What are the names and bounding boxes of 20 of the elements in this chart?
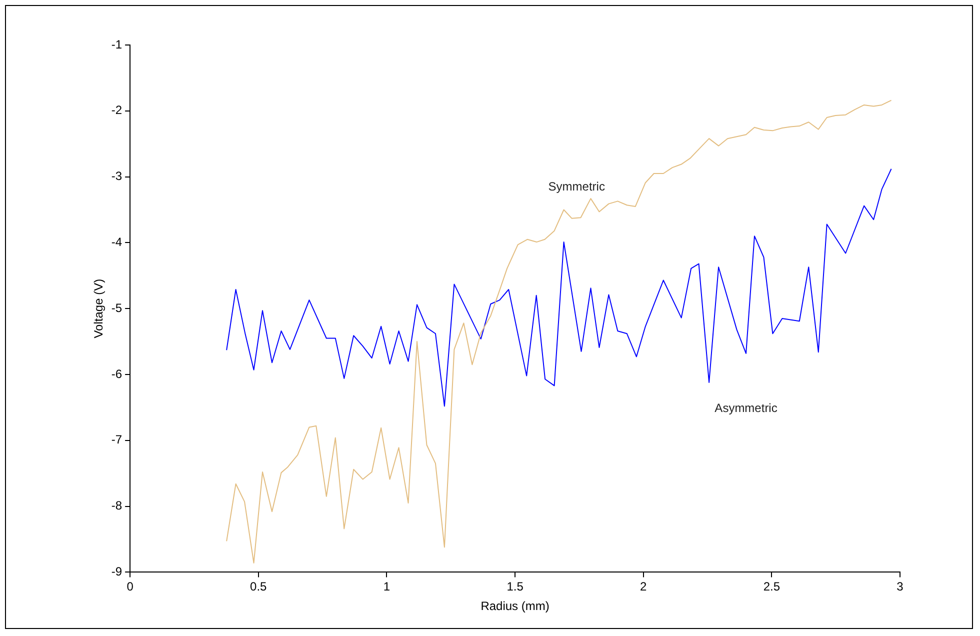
y-tick-label: -4 — [111, 235, 122, 250]
y-tick-label: -6 — [111, 366, 122, 381]
y-tick-label: -9 — [111, 564, 122, 579]
x-axis-title: Radius (mm) — [480, 599, 550, 614]
y-tick-label: -8 — [111, 498, 122, 513]
x-tick-label: 3 — [896, 580, 904, 594]
series-label: Symmetric — [548, 180, 605, 194]
x-tick-label: 2 — [640, 580, 648, 594]
x-tick-label: 1 — [383, 580, 390, 594]
y-tick-label: -7 — [111, 432, 122, 447]
x-tick-label: 0.5 — [250, 580, 268, 594]
series-label: Asymmetric — [714, 401, 778, 416]
y-tick-label: -3 — [111, 169, 122, 184]
y-tick-label: -1 — [111, 37, 122, 52]
y-tick-label: -5 — [111, 300, 122, 315]
y-tick-label: -2 — [111, 103, 122, 118]
x-tick-label: 0 — [126, 580, 134, 594]
y-axis-title: Voltage (V) — [92, 278, 106, 338]
x-tick-label: 2.5 — [763, 580, 780, 594]
x-tick-label: 1.5 — [506, 580, 524, 594]
